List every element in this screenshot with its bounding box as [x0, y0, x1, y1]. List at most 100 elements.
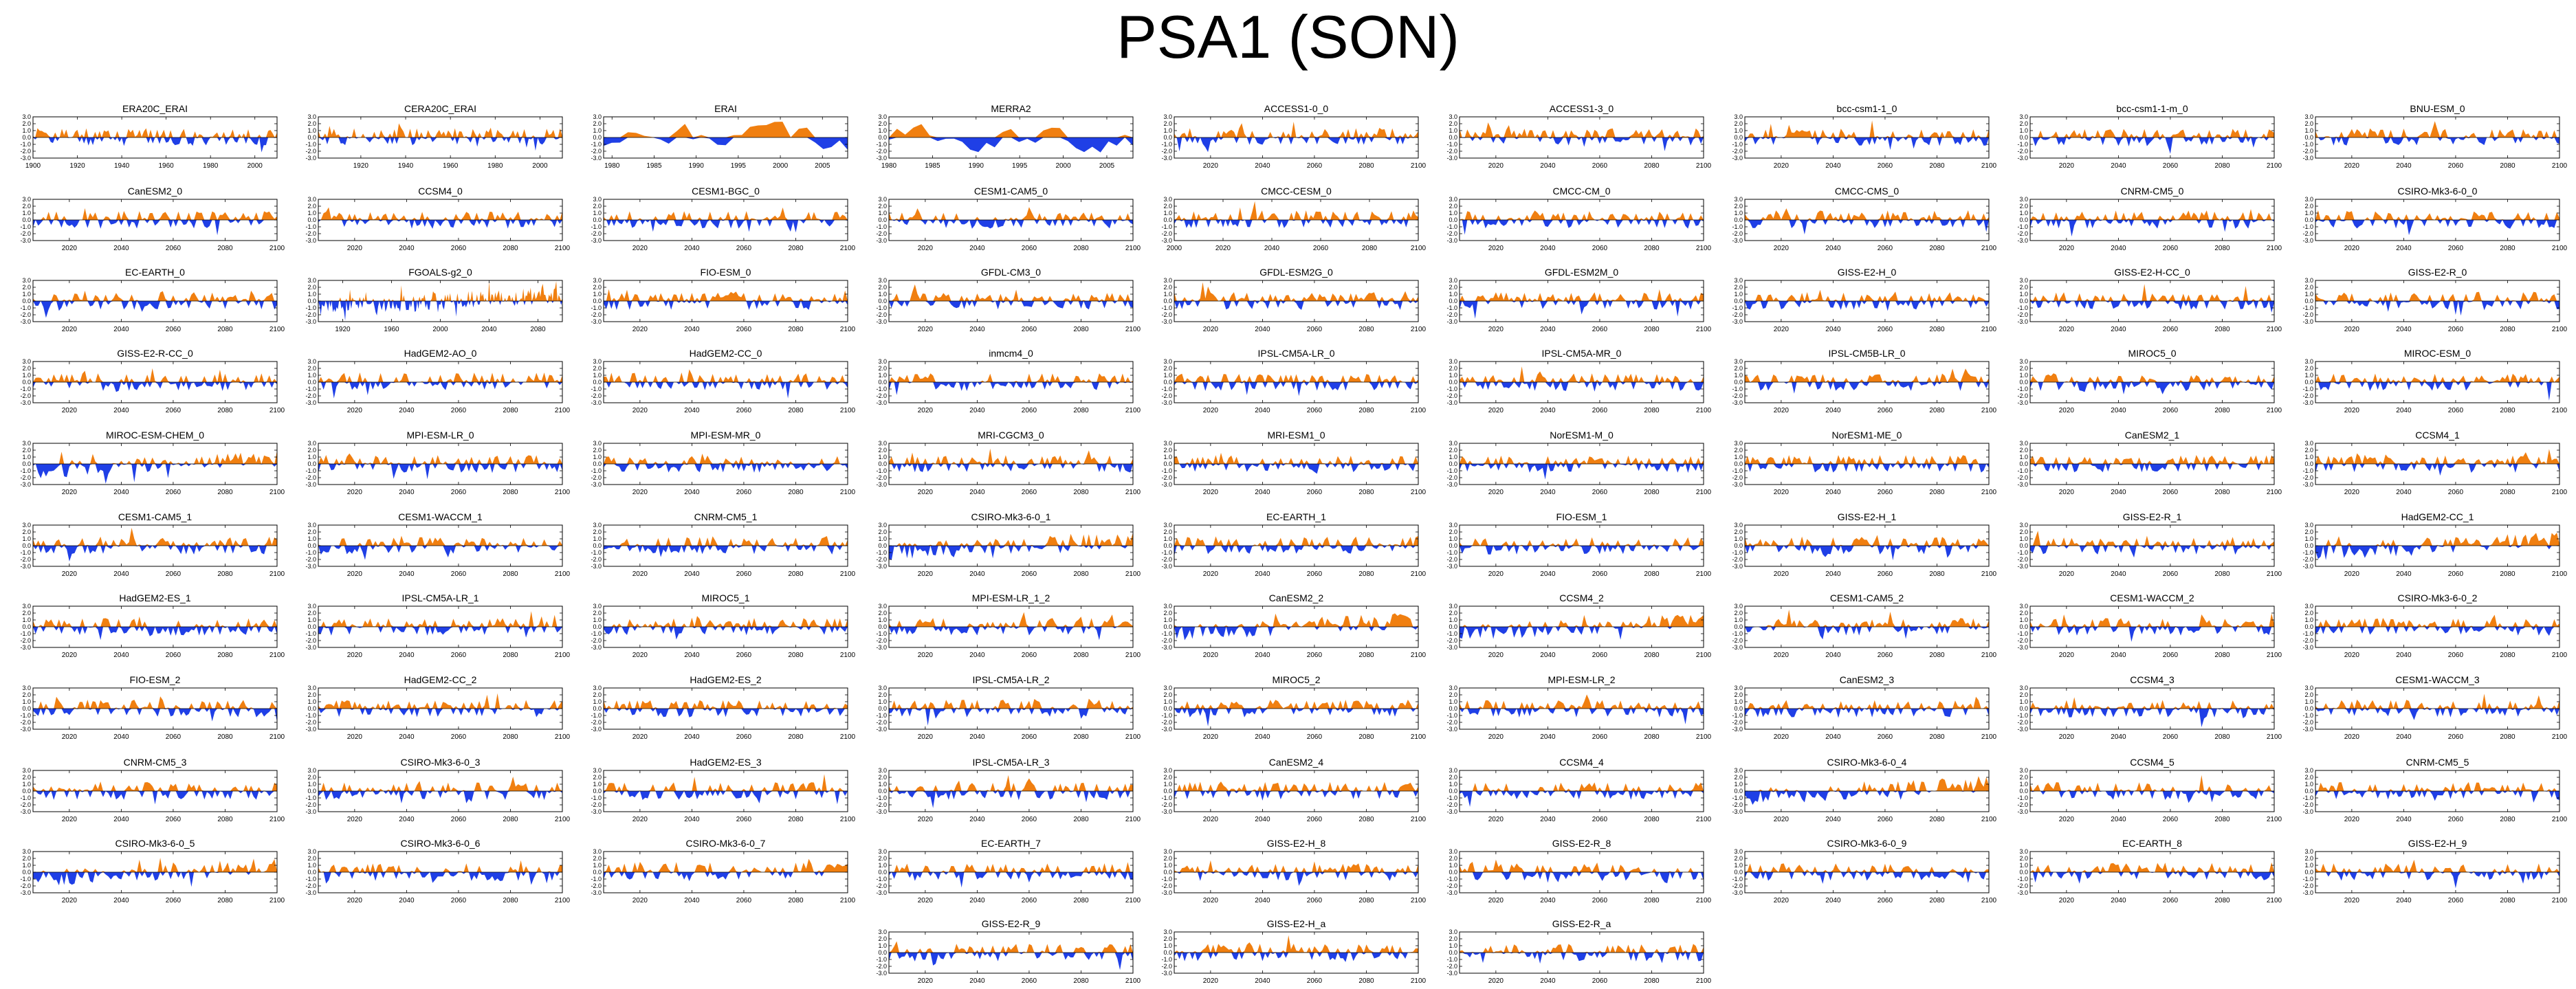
x-tick-label: 2080: [2214, 162, 2230, 170]
positive-area: [1174, 122, 1418, 137]
x-tick-label: 2040: [1540, 245, 1556, 252]
x-tick-label: 2020: [1488, 897, 1504, 904]
x-tick-label: 2000: [532, 162, 548, 170]
y-tick-label: -3.0: [2017, 644, 2028, 651]
x-tick-label: 2040: [2111, 652, 2126, 659]
x-tick-label: 2040: [113, 816, 129, 823]
panel-mpi-esm-mr-0: MPI-ESM-MR_0 3.02.01.00.0-1.0-2.0-3.0 2020…: [591, 430, 855, 496]
positive-area: [889, 941, 1133, 953]
x-tick-label: 2060: [1022, 326, 1037, 333]
y-tick-label: 3.0: [1734, 767, 1743, 774]
y-tick-label: -2.0: [876, 311, 887, 318]
y-tick-label: -1.0: [1161, 304, 1172, 311]
y-tick-label: 0.0: [1734, 542, 1743, 549]
x-tick-label: 2080: [2500, 245, 2516, 252]
y-tick-label: 2.0: [593, 855, 602, 862]
negative-area: [604, 464, 848, 473]
y-tick-label: 3.0: [593, 848, 602, 855]
negative-area: [604, 709, 848, 718]
x-tick-label: 2060: [1878, 570, 1893, 578]
y-tick-label: -2.0: [1732, 392, 1743, 399]
y-tick-label: 1.0: [1163, 698, 1172, 705]
panel-cesm1-cam5-1: CESM1-CAM5_1 3.02.01.00.0-1.0-2.0-3.0 2020…: [20, 511, 285, 578]
x-tick-label: 2100: [1411, 733, 1427, 741]
y-tick-label: 1.0: [2019, 698, 2028, 705]
negative-area: [889, 709, 1133, 726]
x-tick-label: 2040: [113, 245, 129, 252]
panel-title: IPSL-CM5B-LR_0: [1828, 348, 1905, 359]
x-tick-label: 2100: [2552, 570, 2568, 578]
y-tick-label: -2.0: [20, 637, 31, 644]
y-tick-label: 2.0: [307, 529, 316, 535]
positive-area: [2315, 693, 2560, 709]
positive-area: [1745, 208, 1989, 220]
panel-title: NorESM1-ME_0: [1832, 430, 1902, 441]
panel-giss-e2-h-a: GISS-E2-H_a 3.02.01.00.0-1.0-2.0-3.0 2020 2…: [1161, 918, 1426, 985]
panel-title: CSIRO-Mk3-6-0_2: [2398, 592, 2478, 603]
negative-area: [33, 627, 277, 641]
positive-area: [2030, 209, 2274, 220]
x-tick-label: 2080: [217, 407, 233, 414]
x-tick-label: 2080: [2214, 816, 2230, 823]
y-tick-label: -1.0: [591, 630, 602, 637]
y-tick-label: 2.0: [878, 203, 887, 210]
negative-area: [604, 627, 848, 640]
x-tick-label: 2060: [451, 570, 467, 578]
x-tick-label: 2020: [632, 733, 648, 741]
x-tick-label: 2080: [503, 652, 518, 659]
x-tick-label: 2040: [1825, 897, 1841, 904]
panel-gfdl-esm2g-0: GFDL-ESM2G_0 3.02.01.00.0-1.0-2.0-3.0 2020…: [1161, 267, 1426, 333]
negative-area: [1174, 382, 1418, 397]
y-tick-label: -3.0: [876, 318, 887, 325]
y-tick-label: -2.0: [591, 311, 602, 318]
y-tick-label: 2.0: [1163, 120, 1172, 127]
y-tick-label: 0.0: [1449, 623, 1457, 630]
y-tick-label: -1.0: [2017, 794, 2028, 801]
y-tick-label: 1.0: [593, 291, 602, 298]
panel-title: CCSM4_3: [2130, 674, 2175, 685]
positive-area: [889, 612, 1133, 627]
y-tick-label: 3.0: [307, 358, 316, 365]
y-tick-label: -2.0: [591, 392, 602, 399]
y-tick-label: 0.0: [593, 216, 602, 223]
y-tick-label: 2.0: [2304, 691, 2313, 698]
y-tick-label: 0.0: [1163, 705, 1172, 712]
y-tick-label: 0.0: [2019, 869, 2028, 876]
x-tick-label: 2100: [1411, 407, 1427, 414]
positive-area: [1460, 210, 1704, 220]
y-tick-label: -3.0: [1161, 481, 1172, 488]
y-tick-label: -3.0: [1732, 399, 1743, 406]
panel-title: FIO-ESM_1: [1556, 511, 1607, 522]
y-tick-label: -2.0: [876, 392, 887, 399]
x-tick-label: 2020: [918, 326, 934, 333]
y-tick-label: 0.0: [2019, 623, 2028, 630]
negative-area: [318, 709, 562, 718]
x-tick-label: 2060: [1307, 489, 1323, 496]
panel-title: MIROC-ESM-CHEM_0: [106, 430, 204, 441]
y-tick-label: -2.0: [20, 801, 31, 808]
y-tick-label: -1.0: [591, 223, 602, 230]
x-tick-label: 2100: [1411, 489, 1427, 496]
y-tick-label: -3.0: [2017, 399, 2028, 406]
x-tick-label: 2080: [1644, 570, 1660, 578]
positive-area: [889, 533, 1133, 546]
x-tick-label: 2080: [217, 897, 233, 904]
x-tick-label: 2100: [840, 733, 856, 741]
y-tick-label: -3.0: [591, 481, 602, 488]
y-tick-label: 3.0: [593, 196, 602, 203]
x-tick-label: 2020: [1774, 245, 1790, 252]
positive-area: [2315, 291, 2560, 301]
y-tick-label: -2.0: [1732, 474, 1743, 481]
x-tick-label: 2040: [399, 733, 415, 741]
panel-title: CCSM4_2: [1559, 592, 1604, 603]
y-tick-label: 0.0: [22, 460, 31, 467]
y-tick-label: -3.0: [1732, 889, 1743, 896]
y-tick-label: 0.0: [1163, 379, 1172, 386]
positive-area: [1174, 201, 1418, 220]
x-tick-label: 2040: [399, 897, 415, 904]
negative-area: [33, 791, 277, 805]
panel-title: ERAI: [714, 103, 737, 114]
positive-area: [1174, 282, 1418, 301]
panel-title: inmcm4_0: [989, 348, 1033, 359]
y-tick-label: -1.0: [20, 630, 31, 637]
